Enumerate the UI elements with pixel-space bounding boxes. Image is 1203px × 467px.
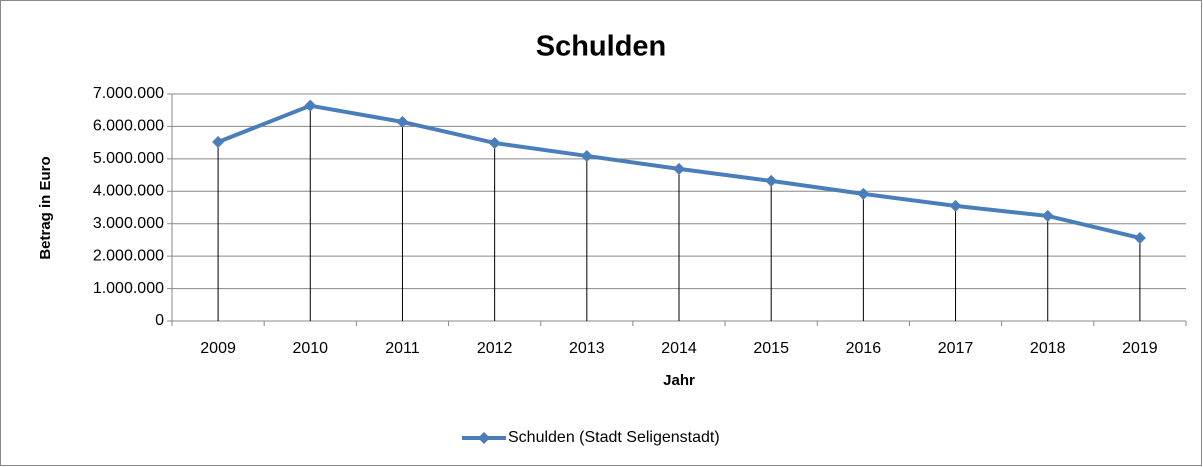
x-tick-label: 2011 <box>385 340 420 357</box>
marker <box>212 135 225 148</box>
y-axis-label: Betrag in Euro <box>37 156 54 259</box>
marker <box>580 149 593 162</box>
y-tick-label: 3.000.000 <box>93 215 164 232</box>
y-tick-label: 0 <box>155 312 164 329</box>
marker <box>765 174 778 187</box>
x-tick-label: 2016 <box>846 340 882 357</box>
marker <box>1041 209 1054 222</box>
x-tick-label: 2019 <box>1122 340 1158 357</box>
x-axis-label: Jahr <box>663 372 695 389</box>
marker <box>673 162 685 175</box>
legend-marker <box>478 432 490 444</box>
y-tick-label: 1.000.000 <box>93 280 164 297</box>
x-tick-label: 2018 <box>1030 340 1066 357</box>
marker <box>488 136 501 149</box>
marker <box>949 199 962 212</box>
x-tick-label: 2013 <box>569 340 605 357</box>
marker <box>1133 231 1146 244</box>
x-tick-label: 2010 <box>292 340 328 357</box>
x-tick-label: 2014 <box>661 340 697 357</box>
marker <box>304 99 317 112</box>
x-tick-label: 2017 <box>938 340 974 357</box>
y-tick-label: 6.000.000 <box>93 118 164 135</box>
marker <box>857 187 870 200</box>
x-tick-label: 2009 <box>200 340 236 357</box>
x-tick-label: 2015 <box>753 340 789 357</box>
marker <box>396 115 409 128</box>
y-tick-label: 2.000.000 <box>93 247 164 264</box>
chart-title: Schulden <box>536 31 667 63</box>
y-tick-label: 4.000.000 <box>93 183 164 200</box>
y-tick-label: 7.000.000 <box>93 85 164 102</box>
x-tick-label: 2012 <box>477 340 513 357</box>
y-tick-label: 5.000.000 <box>93 150 164 167</box>
legend-label: Schulden (Stadt Seligenstadt) <box>508 429 720 446</box>
